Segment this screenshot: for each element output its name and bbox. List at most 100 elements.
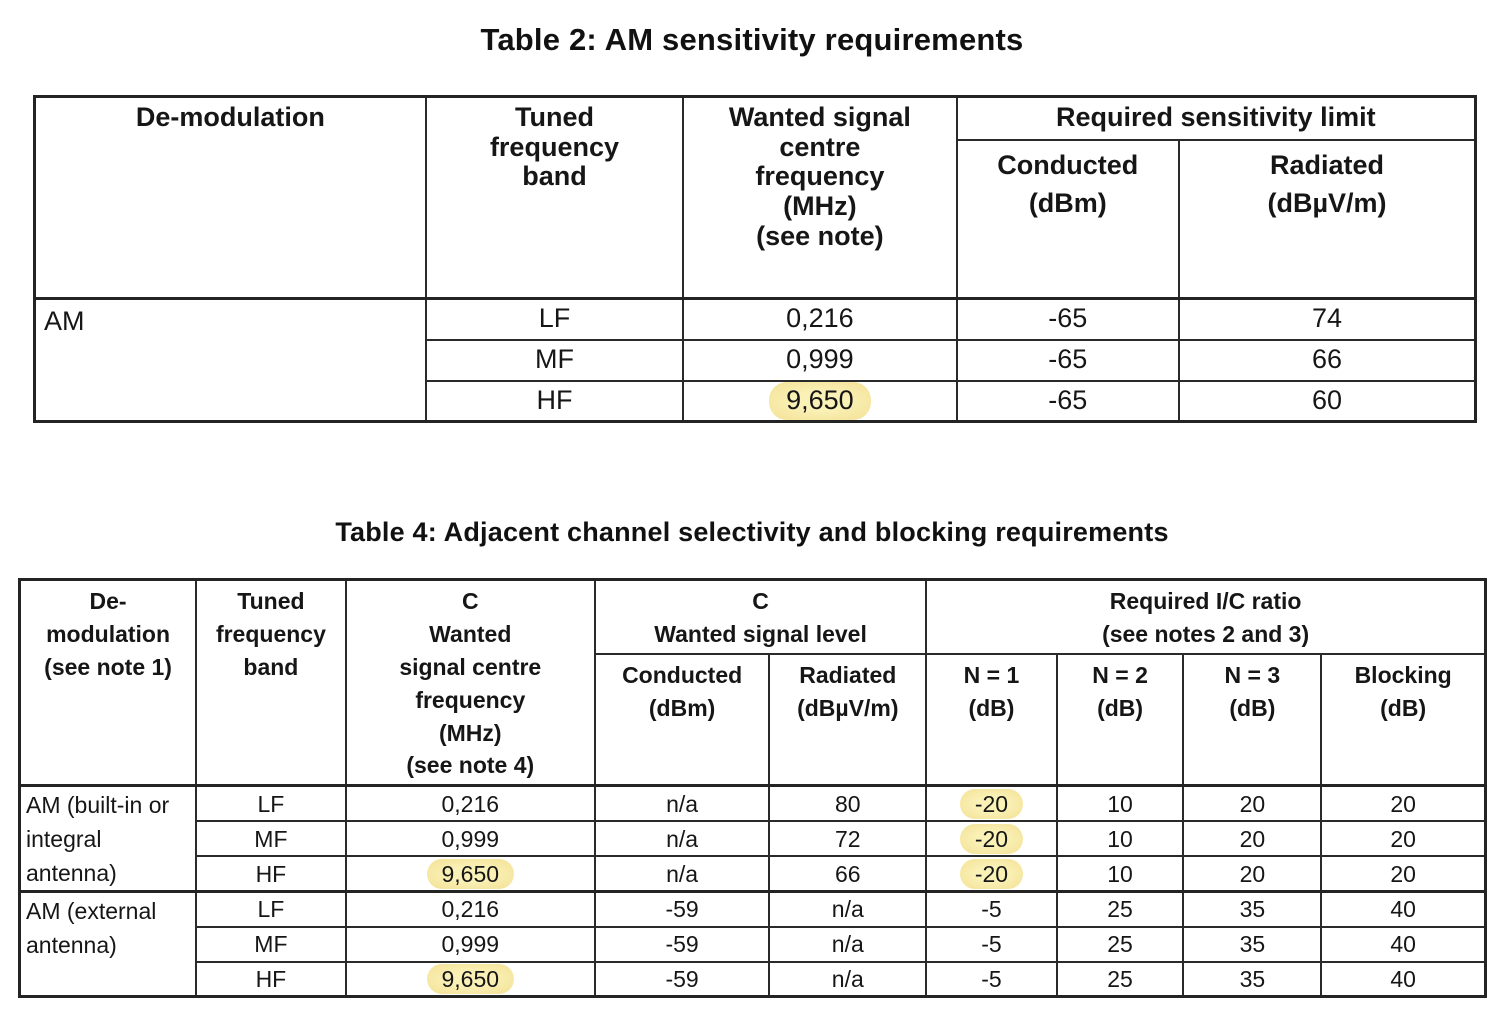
cell-radiated: 66 — [1178, 338, 1477, 382]
cell-blocking: 40 — [1320, 960, 1487, 998]
col-conducted: Conducted (dBm) — [955, 138, 1181, 300]
cell-band: HF — [424, 379, 685, 423]
cell-frequency: 0,216 — [344, 890, 596, 928]
table-row: HF 9,650 n/a 66 -20 10 20 20 — [20, 855, 1487, 893]
table2-title: Table 2: AM sensitivity requirements — [480, 22, 1024, 57]
cell-radiated: n/a — [768, 890, 928, 928]
highlight-mark: 9,650 — [426, 963, 515, 995]
cell-band: LF — [195, 890, 347, 928]
cell-conducted: n/a — [593, 784, 771, 823]
cell-n3: 35 — [1182, 890, 1323, 928]
cell-conducted: -59 — [593, 925, 771, 963]
cell-conducted: n/a — [593, 855, 771, 893]
table-row: MF 0,999 -65 66 — [35, 338, 1477, 382]
cell-n3: 35 — [1182, 960, 1323, 998]
col-radiated: Radiated (dBµV/m) — [768, 653, 928, 787]
cell-radiated: n/a — [768, 960, 928, 998]
cell-frequency: 9,650 — [344, 855, 596, 893]
col-n3: N = 3 (dB) — [1182, 653, 1323, 787]
col-tuned-frequency-band: Tuned frequency band — [195, 578, 347, 787]
col-tuned-frequency-band: Tuned frequency band — [424, 95, 685, 300]
cell-frequency: 0,999 — [344, 820, 596, 858]
cell-n1: -20 — [925, 784, 1058, 823]
cell-n2: 10 — [1055, 820, 1185, 858]
cell-band: MF — [195, 925, 347, 963]
cell-frequency: 0,216 — [344, 784, 596, 823]
cell-n1: -20 — [925, 820, 1058, 858]
cell-n3: 20 — [1182, 820, 1323, 858]
cell-band: HF — [195, 855, 347, 893]
cell-blocking: 20 — [1320, 855, 1487, 893]
cell-frequency: 9,650 — [344, 960, 596, 998]
cell-demodulation: AM — [33, 297, 427, 423]
cell-n2: 25 — [1055, 960, 1185, 998]
cell-band: LF — [195, 784, 347, 823]
cell-n1: -20 — [925, 855, 1058, 893]
highlight-mark: 9,650 — [769, 382, 871, 420]
cell-blocking: 20 — [1320, 820, 1487, 858]
cell-n1: -5 — [925, 925, 1058, 963]
cell-radiated: 74 — [1178, 297, 1477, 341]
cell-n2: 10 — [1055, 855, 1185, 893]
table-row: MF 0,999 -59 n/a -5 25 35 40 — [20, 925, 1487, 963]
cell-frequency: 9,650 — [682, 379, 958, 423]
cell-frequency: 0,999 — [682, 338, 958, 382]
cell-frequency: 0,999 — [344, 925, 596, 963]
col-blocking: Blocking (dB) — [1320, 653, 1487, 787]
highlight-mark: -20 — [959, 823, 1024, 854]
cell-n3: 35 — [1182, 925, 1323, 963]
cell-blocking: 20 — [1320, 784, 1487, 823]
cell-band: MF — [195, 820, 347, 858]
cell-n1: -5 — [925, 890, 1058, 928]
table-row: HF 9,650 -65 60 — [35, 379, 1477, 423]
cell-n2: 25 — [1055, 890, 1185, 928]
cell-radiated: 66 — [768, 855, 928, 893]
cell-radiated: n/a — [768, 925, 928, 963]
am-sensitivity-table: De-modulation Tuned frequency band Wante… — [33, 95, 1477, 423]
cell-n3: 20 — [1182, 855, 1323, 893]
cell-n1: -5 — [925, 960, 1058, 998]
cell-conducted: n/a — [593, 820, 771, 858]
cell-blocking: 40 — [1320, 890, 1487, 928]
col-required-sensitivity-limit: Required sensitivity limit — [955, 95, 1477, 141]
cell-conducted: -65 — [955, 297, 1181, 341]
table-row: AM (built-in or integral antenna) LF 0,2… — [18, 784, 1487, 893]
col-wanted-signal-centre-frequency: C Wanted signal centre frequency (MHz) (… — [344, 578, 596, 787]
cell-demodulation: AM (built-in or integral antenna) — [18, 784, 198, 893]
col-demodulation: De- modulation (see note 1) — [18, 578, 198, 787]
cell-band: LF — [424, 297, 685, 341]
col-wanted-signal-centre-frequency: Wanted signal centre frequency (MHz) (se… — [682, 95, 958, 300]
col-n1: N = 1 (dB) — [925, 653, 1058, 787]
cell-band: HF — [195, 960, 347, 998]
adjacent-channel-selectivity-table: De- modulation (see note 1) Tuned freque… — [18, 578, 1487, 999]
cell-demodulation: AM (external antenna) — [18, 890, 198, 998]
cell-conducted: -65 — [955, 338, 1181, 382]
table-row: HF 9,650 -59 n/a -5 25 35 40 — [20, 960, 1487, 998]
col-conducted: Conducted (dBm) — [593, 653, 771, 787]
highlight-mark: -20 — [959, 788, 1024, 819]
col-required-ic-ratio: Required I/C ratio (see notes 2 and 3) — [925, 578, 1487, 656]
table4-title: Table 4: Adjacent channel selectivity an… — [335, 517, 1169, 547]
table-row: MF 0,999 n/a 72 -20 10 20 20 — [20, 820, 1487, 858]
cell-conducted: -59 — [593, 960, 771, 998]
table-row: AM LF 0,216 -65 74 — [33, 297, 1477, 423]
cell-n2: 25 — [1055, 925, 1185, 963]
table-row: AM (external antenna) LF 0,216 -59 n/a -… — [18, 890, 1487, 998]
col-n2: N = 2 (dB) — [1055, 653, 1185, 787]
highlight-mark: 9,650 — [426, 858, 515, 889]
cell-conducted: -59 — [593, 890, 771, 928]
cell-radiated: 80 — [768, 784, 928, 823]
cell-radiated: 60 — [1178, 379, 1477, 423]
cell-n3: 20 — [1182, 784, 1323, 823]
cell-band: MF — [424, 338, 685, 382]
col-radiated: Radiated (dBµV/m) — [1178, 138, 1477, 300]
cell-blocking: 40 — [1320, 925, 1487, 963]
col-wanted-signal-level: C Wanted signal level — [593, 578, 928, 656]
col-demodulation: De-modulation — [33, 95, 427, 300]
cell-frequency: 0,216 — [682, 297, 958, 341]
cell-conducted: -65 — [955, 379, 1181, 423]
cell-radiated: 72 — [768, 820, 928, 858]
cell-n2: 10 — [1055, 784, 1185, 823]
highlight-mark: -20 — [959, 858, 1024, 889]
